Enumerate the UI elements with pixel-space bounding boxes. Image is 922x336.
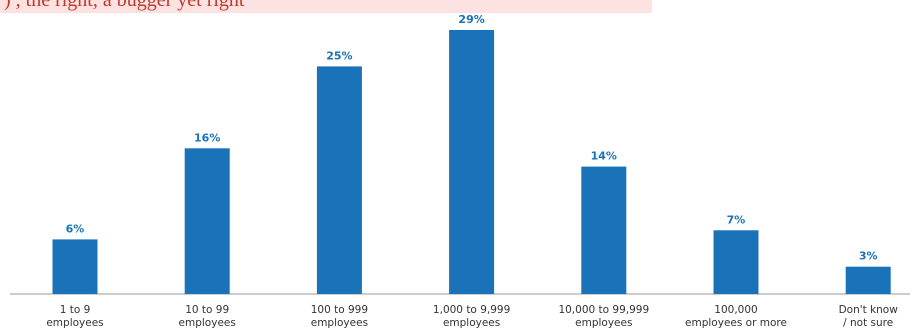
data-label-7: 3% xyxy=(859,250,878,263)
x-tick-label-7: Don't know / not sure xyxy=(839,304,899,329)
x-tick-label-4: 1,000 to 9,999 employees xyxy=(433,304,510,329)
x-tick-label-2: 10 to 99 employees xyxy=(179,304,236,329)
data-label-3: 25% xyxy=(326,49,352,62)
bar-4 xyxy=(449,30,495,294)
top-banner: ) , the right, a bugger yet right xyxy=(0,0,652,13)
x-tick-label-5: 10,000 to 99,999 employees xyxy=(558,304,649,329)
bar-1 xyxy=(52,239,98,294)
data-label-6: 7% xyxy=(727,213,746,226)
bar-2 xyxy=(184,148,230,294)
data-label-4: 29% xyxy=(458,13,484,26)
x-tick-label-6: 100,000 employees or more xyxy=(685,304,787,329)
x-tick-label-1: 1 to 9 employees xyxy=(46,304,103,329)
bar-3 xyxy=(316,66,362,295)
top-banner-text: ) , the right, a bugger yet right xyxy=(4,0,245,11)
data-label-5: 14% xyxy=(591,150,617,163)
data-label-1: 6% xyxy=(66,222,85,235)
bar-6 xyxy=(713,230,759,294)
data-label-2: 16% xyxy=(194,131,220,144)
bar-7 xyxy=(845,266,891,294)
bar-5 xyxy=(581,166,627,294)
x-tick-label-3: 100 to 999 employees xyxy=(311,304,368,329)
